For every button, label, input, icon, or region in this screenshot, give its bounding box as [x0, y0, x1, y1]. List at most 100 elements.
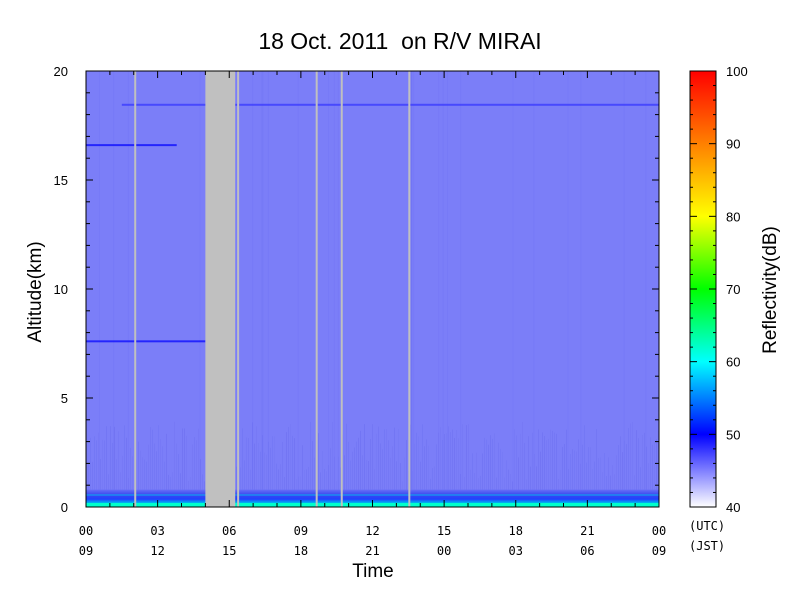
texture-streak — [142, 457, 143, 490]
jst-label: (JST) — [689, 539, 725, 553]
x-tick-label-jst: 00 — [437, 544, 451, 558]
texture-column — [410, 71, 412, 507]
texture-streak — [138, 441, 139, 490]
texture-streak — [590, 447, 591, 490]
texture-streak — [354, 447, 355, 490]
no-data-band — [408, 71, 411, 507]
texture-streak — [530, 466, 531, 490]
texture-streak — [430, 478, 431, 490]
texture-streak — [534, 454, 535, 490]
texture-streak — [614, 474, 615, 490]
texture-streak — [402, 481, 403, 490]
texture-streak — [602, 472, 603, 490]
colorbar-label: Reflectivity(dB) — [760, 226, 781, 354]
texture-streak — [102, 439, 103, 490]
echo-band — [121, 103, 659, 106]
texture-streak — [568, 469, 569, 490]
texture-streak — [328, 465, 329, 490]
texture-streak — [556, 433, 557, 490]
y-axis-label: Altitude(km) — [25, 241, 46, 342]
texture-streak — [324, 468, 325, 490]
x-tick-label-utc: 06 — [222, 524, 236, 538]
texture-streak — [654, 440, 655, 490]
texture-streak — [108, 474, 109, 490]
texture-streak — [262, 435, 263, 490]
texture-column — [645, 71, 647, 507]
texture-streak — [490, 435, 491, 490]
texture-streak — [358, 437, 359, 490]
texture-streak — [352, 451, 353, 490]
texture-streak — [482, 453, 483, 490]
texture-streak — [386, 429, 387, 490]
texture-streak — [266, 454, 267, 490]
texture-streak — [182, 428, 183, 490]
texture-streak — [126, 437, 127, 490]
texture-streak — [560, 469, 561, 490]
texture-streak — [376, 433, 377, 490]
texture-streak — [156, 451, 157, 490]
texture-streak — [174, 421, 175, 490]
texture-streak — [618, 445, 619, 490]
texture-streak — [286, 432, 287, 490]
texture-streak — [96, 440, 97, 490]
texture-streak — [592, 469, 593, 490]
y-tick-label: 10 — [54, 282, 68, 297]
y-tick-label: 5 — [61, 391, 68, 406]
texture-streak — [390, 457, 391, 490]
texture-column — [113, 71, 115, 507]
texture-streak — [340, 467, 341, 490]
texture-streak — [290, 424, 291, 490]
texture-streak — [250, 469, 251, 490]
texture-streak — [304, 470, 305, 490]
texture-column — [297, 71, 299, 507]
texture-streak — [348, 441, 349, 490]
texture-streak — [610, 475, 611, 490]
no-data-band — [237, 71, 240, 507]
texture-streak — [644, 432, 645, 490]
texture-streak — [508, 469, 509, 490]
x-tick-label-utc: 15 — [437, 524, 451, 538]
texture-streak — [248, 438, 249, 490]
texture-streak — [104, 440, 105, 490]
texture-streak — [446, 433, 447, 490]
texture-streak — [302, 445, 303, 490]
texture-streak — [288, 426, 289, 490]
texture-streak — [622, 452, 623, 490]
texture-streak — [146, 461, 147, 490]
texture-streak — [546, 440, 547, 490]
texture-streak — [178, 454, 179, 490]
texture-streak — [388, 440, 389, 490]
no-data-band — [340, 71, 343, 507]
texture-streak — [588, 447, 589, 490]
texture-column — [438, 71, 440, 507]
texture-streak — [436, 444, 437, 490]
texture-streak — [496, 477, 497, 490]
texture-streak — [412, 471, 413, 490]
texture-streak — [626, 444, 627, 490]
texture-streak — [118, 431, 119, 490]
texture-column — [580, 71, 582, 507]
no-data-band — [134, 71, 137, 507]
texture-streak — [400, 463, 401, 490]
texture-streak — [538, 429, 539, 490]
texture-column — [447, 71, 448, 507]
texture-column — [567, 71, 569, 507]
texture-streak — [378, 426, 379, 490]
texture-streak — [308, 466, 309, 490]
texture-streak — [254, 443, 255, 490]
x-tick-label-utc: 00 — [79, 524, 93, 538]
texture-streak — [442, 440, 443, 490]
texture-streak — [604, 452, 605, 490]
texture-column — [199, 71, 201, 507]
texture-streak — [440, 427, 441, 490]
texture-streak — [240, 467, 241, 490]
texture-streak — [244, 460, 245, 490]
texture-streak — [110, 426, 111, 490]
no-data-periods — [134, 71, 411, 507]
texture-streak — [620, 436, 621, 490]
texture-streak — [432, 468, 433, 490]
texture-streak — [326, 471, 327, 490]
texture-streak — [598, 458, 599, 490]
texture-streak — [270, 447, 271, 490]
texture-streak — [586, 462, 587, 490]
